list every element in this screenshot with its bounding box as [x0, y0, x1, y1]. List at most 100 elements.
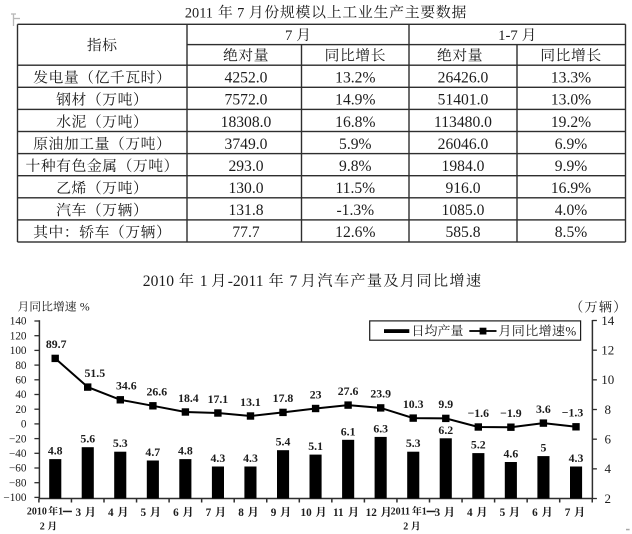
svg-text:5.4: 5.4: [276, 435, 291, 449]
svg-text:14: 14: [601, 313, 615, 328]
svg-text:60: 60: [15, 375, 27, 387]
svg-text:9.9%: 9.9%: [555, 158, 587, 175]
svg-text:10: 10: [601, 372, 614, 387]
svg-text:12.6%: 12.6%: [335, 224, 375, 241]
svg-text:-2011: -2011: [228, 273, 264, 290]
svg-text:26426.0: 26426.0: [438, 70, 489, 87]
svg-text:4.3: 4.3: [569, 451, 584, 465]
svg-text:6.1: 6.1: [341, 424, 356, 438]
svg-text:13.2%: 13.2%: [335, 70, 375, 87]
svg-text:2: 2: [403, 522, 408, 533]
svg-text:916.0: 916.0: [445, 180, 480, 197]
svg-text:8.5%: 8.5%: [555, 224, 587, 241]
svg-text:0: 0: [21, 419, 27, 431]
svg-text:4.8: 4.8: [178, 444, 193, 458]
svg-text:4.6: 4.6: [504, 447, 519, 461]
svg-text:4.8: 4.8: [48, 444, 63, 458]
svg-text:−1.3: −1.3: [562, 406, 584, 420]
svg-text:5: 5: [500, 507, 506, 519]
svg-text:4.0%: 4.0%: [555, 202, 587, 219]
svg-text:3: 3: [435, 507, 441, 519]
svg-text:100: 100: [10, 345, 27, 357]
svg-text:8: 8: [238, 507, 244, 519]
svg-text:4.3: 4.3: [243, 451, 258, 465]
svg-text:80: 80: [15, 360, 27, 372]
svg-text:23: 23: [310, 387, 322, 401]
svg-text:−1.6: −1.6: [468, 406, 490, 420]
svg-text:77.7: 77.7: [232, 224, 259, 241]
svg-text:26.6: 26.6: [146, 385, 167, 399]
svg-text:1-7: 1-7: [498, 28, 518, 44]
svg-text:−1.9: −1.9: [500, 406, 522, 420]
svg-text:89.7: 89.7: [46, 337, 67, 351]
svg-text:12: 12: [601, 343, 614, 358]
svg-text:1: 1: [200, 273, 208, 290]
svg-text:4: 4: [605, 461, 612, 476]
svg-text:40: 40: [15, 389, 27, 401]
svg-text:140: 140: [10, 316, 27, 328]
svg-text:5.2: 5.2: [471, 438, 486, 452]
svg-text:2: 2: [40, 522, 45, 533]
svg-text:1085.0: 1085.0: [442, 202, 485, 219]
svg-text:6.2: 6.2: [438, 423, 453, 437]
svg-text:11.5%: 11.5%: [335, 180, 375, 197]
svg-text:130.0: 130.0: [228, 180, 263, 197]
svg-text:1: 1: [422, 507, 427, 518]
svg-text:18.4: 18.4: [178, 391, 199, 405]
svg-text:7: 7: [290, 273, 298, 290]
svg-text:-1.3%: -1.3%: [336, 202, 374, 219]
svg-text:−60: −60: [9, 463, 27, 475]
svg-text:51.5: 51.5: [84, 366, 105, 380]
svg-text:4: 4: [467, 507, 473, 519]
svg-text:18308.0: 18308.0: [221, 114, 272, 131]
svg-text:2011: 2011: [185, 5, 213, 21]
svg-text:2: 2: [605, 491, 612, 506]
svg-text:1: 1: [58, 507, 63, 518]
svg-text:7572.0: 7572.0: [225, 92, 268, 109]
svg-text:5: 5: [540, 441, 546, 455]
svg-text:17.8: 17.8: [273, 391, 294, 405]
svg-text:5.3: 5.3: [406, 436, 421, 450]
svg-text:6: 6: [605, 432, 612, 447]
svg-text:14.9%: 14.9%: [335, 92, 375, 109]
svg-text:4.3: 4.3: [211, 451, 226, 465]
svg-text:9: 9: [271, 507, 277, 519]
svg-text:51401.0: 51401.0: [438, 92, 489, 109]
svg-text:3.6: 3.6: [536, 402, 551, 416]
svg-text:13.0%: 13.0%: [551, 92, 591, 109]
svg-text:19.2%: 19.2%: [551, 114, 591, 131]
svg-text:1984.0: 1984.0: [442, 158, 485, 175]
svg-text:10.3: 10.3: [403, 397, 424, 411]
svg-text:7: 7: [565, 507, 571, 519]
svg-text:8: 8: [605, 402, 612, 417]
svg-text:2010: 2010: [143, 273, 174, 290]
svg-text:2011: 2011: [391, 507, 410, 518]
svg-text:5.9%: 5.9%: [339, 136, 371, 153]
svg-text:2010: 2010: [27, 507, 47, 518]
svg-text:6.9%: 6.9%: [555, 136, 587, 153]
svg-text:3: 3: [76, 507, 82, 519]
svg-text:4252.0: 4252.0: [225, 70, 268, 87]
svg-text:−80: −80: [9, 477, 27, 489]
svg-text:11: 11: [333, 507, 344, 519]
svg-text:5.1: 5.1: [308, 439, 323, 453]
svg-text:120: 120: [10, 330, 27, 342]
svg-text:5.6: 5.6: [80, 432, 95, 446]
svg-text:7: 7: [206, 507, 212, 519]
svg-text:34.6: 34.6: [116, 379, 137, 393]
svg-text:16.9%: 16.9%: [551, 180, 591, 197]
svg-text:6: 6: [532, 507, 538, 519]
svg-text:9.8%: 9.8%: [339, 158, 371, 175]
svg-text:−20: −20: [9, 433, 27, 445]
svg-text:293.0: 293.0: [228, 158, 263, 175]
svg-text:16.8%: 16.8%: [335, 114, 375, 131]
svg-text:3749.0: 3749.0: [225, 136, 268, 153]
svg-text:12: 12: [366, 507, 378, 519]
svg-text:6: 6: [173, 507, 179, 519]
svg-text:5: 5: [141, 507, 147, 519]
svg-text:23.9: 23.9: [370, 387, 391, 401]
svg-text:13.3%: 13.3%: [551, 70, 591, 87]
svg-text:17.1: 17.1: [208, 392, 229, 406]
svg-text:4.7: 4.7: [145, 445, 160, 459]
svg-text:131.8: 131.8: [228, 202, 263, 219]
